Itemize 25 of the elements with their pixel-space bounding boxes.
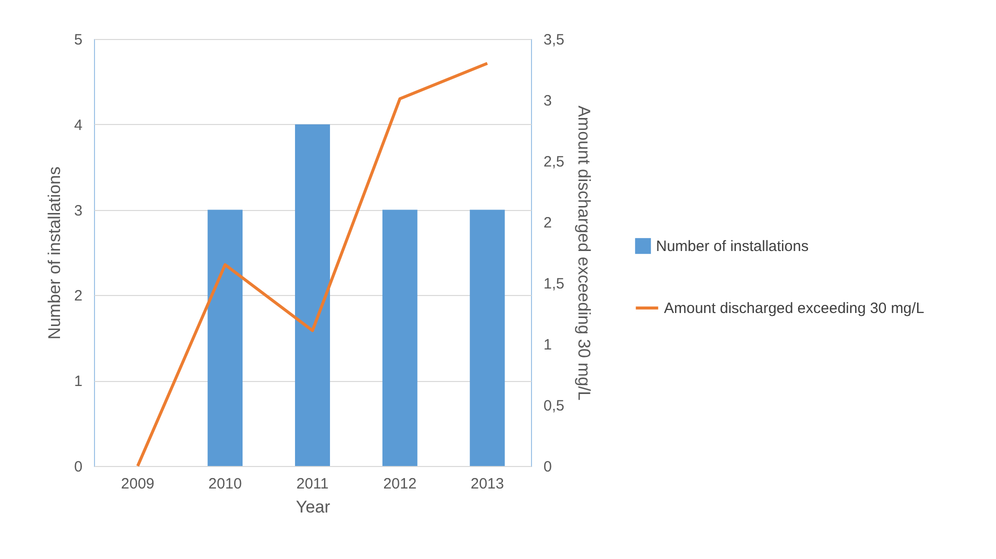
y-tick-label: 4 xyxy=(74,116,82,134)
x-tick-label: 2011 xyxy=(296,476,329,492)
y2-tick-label: 0 xyxy=(544,458,552,476)
y-tick-label: 0 xyxy=(74,458,82,476)
line-series xyxy=(136,62,489,468)
y-tick-label: 3 xyxy=(74,202,82,220)
y-tick-label: 1 xyxy=(74,373,82,390)
x-tick-label: 2012 xyxy=(383,476,417,492)
x-tick-label: 2009 xyxy=(121,476,154,492)
y2-tick-label: 0,5 xyxy=(544,398,564,414)
x-axis-title: Year xyxy=(296,498,331,516)
y2-tick-label: 2 xyxy=(544,214,552,232)
x-tick-label: 2013 xyxy=(470,476,504,492)
y2-tick-label: 3 xyxy=(544,92,552,110)
y2-tick-label: 1,5 xyxy=(544,276,564,292)
y2-axis-title: Amount discharged exceeding 30 mg/L xyxy=(574,106,594,400)
y-tick-label: 2 xyxy=(74,288,82,305)
legend-label: Number of installations xyxy=(656,238,809,255)
y-axis-title: Number of installations xyxy=(45,166,64,340)
x-tick-label: 2010 xyxy=(208,476,242,492)
y2-tick-label: 1 xyxy=(544,336,552,354)
y-tick-label: 5 xyxy=(74,32,82,48)
legend-label: Amount discharged exceeding 30 mg/L xyxy=(664,300,924,317)
y2-tick-label: 2,5 xyxy=(544,154,564,170)
y2-tick-label: 3,5 xyxy=(544,32,564,48)
